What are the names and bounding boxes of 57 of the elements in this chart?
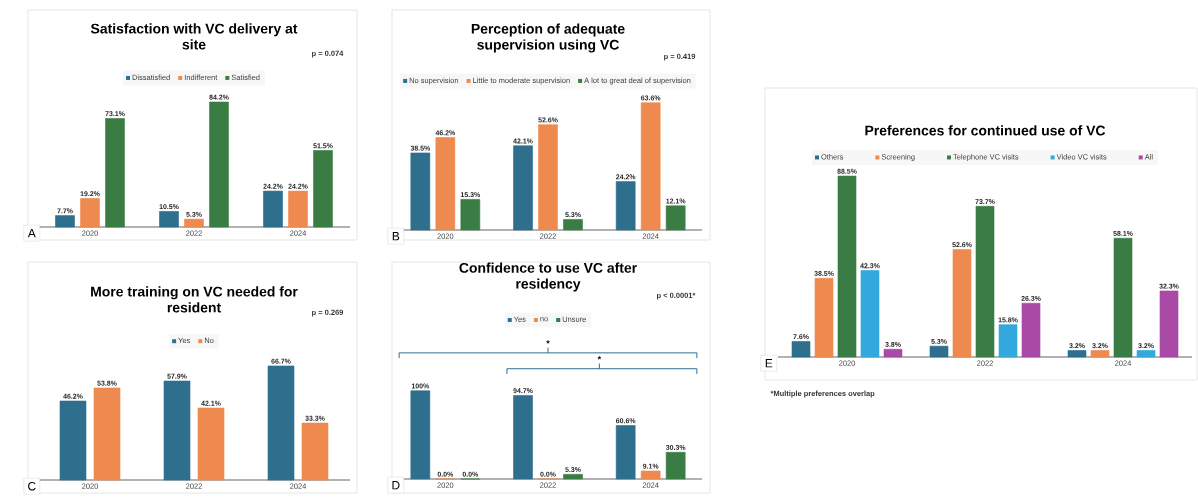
bar <box>615 181 636 231</box>
text: D <box>392 481 400 490</box>
bar <box>209 101 229 228</box>
bar <box>288 190 308 228</box>
bar <box>184 218 204 228</box>
bar <box>929 345 949 358</box>
bar <box>1159 290 1179 358</box>
bar <box>197 407 225 481</box>
bar <box>410 152 431 231</box>
bar <box>998 324 1018 358</box>
bar <box>1090 350 1110 358</box>
bar <box>640 102 661 231</box>
bar <box>263 190 283 228</box>
bar <box>814 277 834 358</box>
bar <box>301 422 329 481</box>
bar <box>975 206 995 358</box>
bar <box>665 205 686 231</box>
bar <box>1136 350 1156 358</box>
chart-title: Confidence to use VC after residency <box>459 262 637 292</box>
bar <box>105 118 125 228</box>
bar <box>435 137 456 231</box>
bar <box>513 145 533 231</box>
chart-title: Preferences for continued use of VC <box>865 125 1106 136</box>
bar <box>1067 350 1087 358</box>
bar <box>563 219 583 231</box>
bar <box>55 215 75 228</box>
bar <box>267 365 295 481</box>
bar <box>159 211 179 228</box>
bar <box>563 474 583 480</box>
bar <box>615 425 636 480</box>
bar <box>59 400 87 481</box>
bar <box>791 341 811 358</box>
text: C <box>28 481 36 491</box>
bar <box>538 124 558 231</box>
bar <box>313 150 333 228</box>
bar <box>80 198 100 228</box>
bar <box>460 199 481 231</box>
bar <box>860 270 880 358</box>
bar <box>410 390 431 480</box>
chart-title: Perception of adequate supervision using VC <box>471 23 625 53</box>
text: * <box>546 340 550 344</box>
text: E <box>765 359 773 368</box>
chart-title: More training on VC needed for resident <box>91 286 298 313</box>
bar <box>1113 237 1133 358</box>
bar <box>163 380 191 481</box>
bar <box>665 451 686 480</box>
bar <box>640 470 661 480</box>
text: * <box>597 356 602 360</box>
text: A <box>27 229 36 238</box>
chart-title: Satisfaction with VC delivery at site <box>90 23 298 50</box>
bar <box>952 249 972 358</box>
bar <box>513 395 533 480</box>
bar <box>93 387 121 481</box>
bar <box>1021 302 1041 358</box>
text: B <box>392 232 400 241</box>
bar <box>837 175 857 358</box>
bar <box>883 348 903 358</box>
